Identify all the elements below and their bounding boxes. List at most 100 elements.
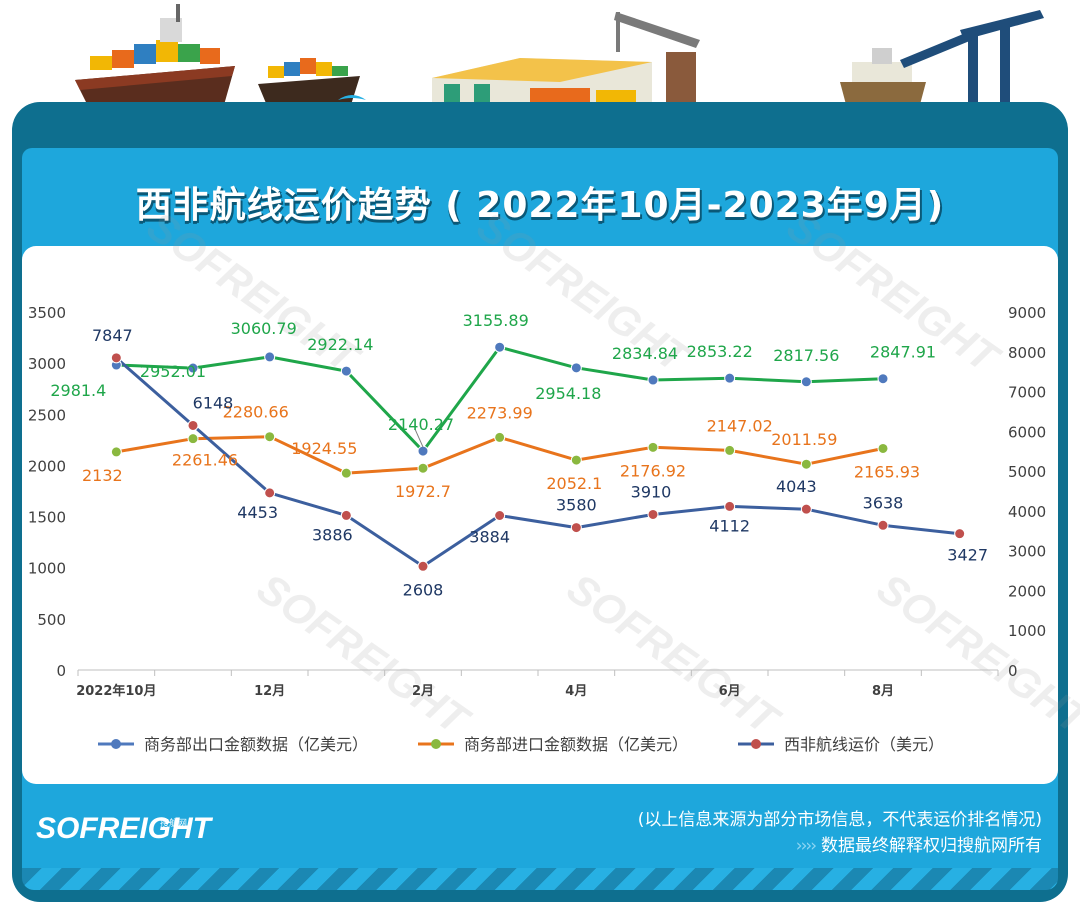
data-label: 1924.55: [291, 439, 357, 458]
cargo-ship-small: [258, 58, 366, 108]
data-point: [570, 454, 582, 466]
data-label: 2147.02: [707, 416, 773, 435]
port-crane-right: [900, 10, 1044, 112]
data-label: 3155.89: [463, 311, 529, 330]
y-left-tick-label: 1000: [28, 560, 66, 578]
data-point: [110, 352, 122, 364]
copyright-note: ›››› 数据最终解释权归搜航网所有: [796, 831, 1042, 856]
x-tick-label: 6月: [719, 684, 741, 699]
y-right-tick-label: 3000: [1008, 543, 1046, 561]
data-label: 4112: [709, 516, 750, 535]
data-point: [340, 509, 352, 521]
data-label: 2853.22: [687, 342, 753, 361]
sofreight-logo: SOFREIGHT: [36, 812, 212, 845]
data-point: [187, 433, 199, 445]
chart-title: 西非航线运价趋势 ( 2022年10月-2023年9月): [135, 185, 945, 226]
data-label: 3060.79: [231, 319, 297, 338]
x-tick-label: 4月: [565, 684, 587, 699]
warehouse: [432, 58, 652, 104]
data-label: 6148: [193, 393, 234, 412]
legend-label: 商务部出口金额数据（亿美元）: [144, 735, 368, 754]
data-point: [494, 341, 506, 353]
y-left-tick-label: 2000: [28, 457, 66, 475]
data-point: [264, 487, 276, 499]
data-point: [187, 419, 199, 431]
data-point: [647, 374, 659, 386]
data-label: 7847: [92, 326, 133, 345]
data-label: 2261.46: [172, 451, 238, 470]
data-label: 1972.7: [395, 482, 451, 501]
y-right-tick-label: 2000: [1008, 582, 1046, 600]
data-point: [264, 431, 276, 443]
data-point: [340, 467, 352, 479]
data-label: 2954.18: [535, 384, 601, 403]
data-label: 2922.14: [307, 335, 373, 354]
bottom-stripes: [22, 868, 1058, 890]
data-label: 4453: [237, 503, 278, 522]
data-label: 3638: [863, 493, 904, 512]
data-point: [417, 445, 429, 457]
data-label: 2140.27: [388, 415, 454, 434]
data-label: 2834.84: [612, 344, 678, 363]
legend-marker: [751, 739, 761, 749]
data-point: [800, 376, 812, 388]
y-right-tick-label: 6000: [1008, 423, 1046, 441]
y-left-tick-label: 3000: [28, 355, 66, 373]
port-crane: [614, 12, 700, 108]
copyright-text: 数据最终解释权归搜航网所有: [821, 836, 1042, 856]
y-right-tick-label: 4000: [1008, 503, 1046, 521]
data-label: 2981.4: [50, 381, 106, 400]
data-label: 2273.99: [467, 403, 533, 422]
y-right-tick-label: 8000: [1008, 344, 1046, 362]
legend-label: 西非航线运价（美元）: [784, 735, 944, 754]
data-label: 3884: [469, 528, 510, 547]
data-point: [724, 372, 736, 384]
data-label: 2608: [403, 580, 444, 599]
data-label: 2132: [82, 466, 123, 485]
y-left-tick-label: 3500: [28, 304, 66, 322]
y-left-tick-label: 1500: [28, 509, 66, 527]
data-label: 3580: [556, 496, 597, 515]
data-label: 4043: [776, 477, 817, 496]
chevrons-icon: ››››: [795, 836, 817, 856]
data-point: [724, 444, 736, 456]
data-point: [877, 373, 889, 385]
data-label: 2847.91: [870, 343, 936, 362]
data-label: 2011.59: [771, 430, 837, 449]
y-right-tick-label: 9000: [1008, 304, 1046, 322]
legend-marker: [431, 739, 441, 749]
data-point: [417, 560, 429, 572]
data-point: [570, 522, 582, 534]
data-point: [494, 510, 506, 522]
data-point: [647, 508, 659, 520]
data-point: [800, 503, 812, 515]
data-point: [954, 528, 966, 540]
source-note: (以上信息来源为部分市场信息，不代表运价排名情况): [637, 810, 1042, 830]
data-label: 2817.56: [773, 346, 839, 365]
series-line: [115, 356, 960, 568]
data-point: [494, 431, 506, 443]
label-leader-line: [414, 428, 424, 448]
data-point: [800, 458, 812, 470]
data-point: [187, 362, 199, 374]
data-point: [110, 446, 122, 458]
y-left-tick-label: 500: [37, 611, 66, 629]
data-point: [877, 442, 889, 454]
legend-marker: [111, 739, 121, 749]
x-tick-label: 2022年10月: [76, 683, 156, 699]
data-label: 3427: [947, 546, 988, 565]
y-left-tick-label: 0: [56, 662, 66, 680]
data-label: 2952.01: [140, 362, 206, 381]
data-label: 3910: [631, 482, 672, 501]
logo-subtext: 搜航网: [160, 819, 188, 829]
y-right-tick-label: 0: [1008, 662, 1018, 680]
x-tick-label: 2月: [412, 684, 434, 699]
data-point: [877, 519, 889, 531]
y-left-tick-label: 2500: [28, 406, 66, 424]
data-point: [340, 365, 352, 377]
data-label: 2176.92: [620, 461, 686, 480]
data-point: [264, 351, 276, 363]
data-label: 2052.1: [546, 474, 602, 493]
